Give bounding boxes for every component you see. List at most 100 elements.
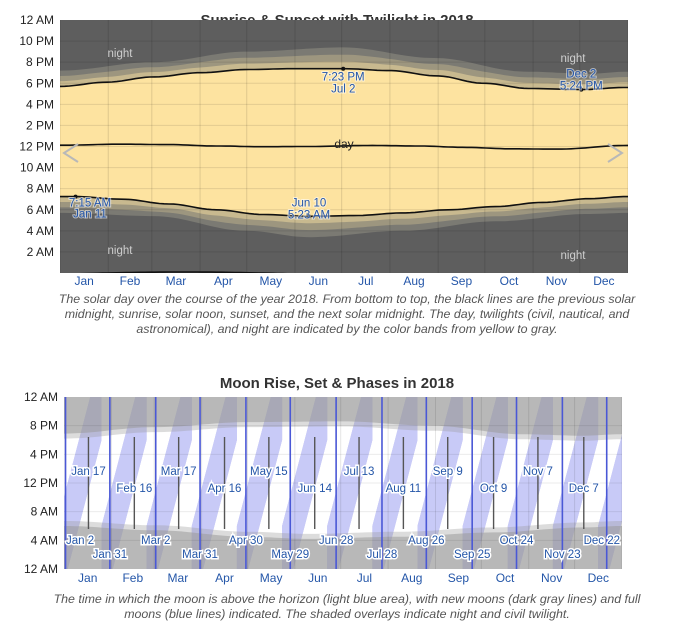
sun-y-tick-label: 2 AM [27, 245, 54, 259]
full-moon-label: Mar 31 [182, 549, 218, 561]
moon-up-band [0, 354, 11, 612]
moon-up-band [598, 434, 622, 569]
moon-y-tick-label: 12 AM [24, 390, 58, 404]
moon-up-band [236, 397, 283, 569]
moon-y-tick-label: 4 PM [30, 447, 58, 461]
moon-x-tick-label: Feb [122, 571, 143, 585]
moon-y-tick-label: 8 AM [31, 505, 58, 519]
new-moon-label: Apr 16 [208, 483, 242, 495]
annotation-point [341, 66, 346, 71]
new-moon-label: Jul 13 [344, 466, 375, 478]
sun-x-tick-label: Jul [358, 274, 373, 288]
moon-up-band [236, 397, 283, 569]
full-moon-label: Jan 31 [93, 549, 128, 561]
moon-up-band [462, 397, 508, 569]
annotation-label: 7:23 PM [322, 72, 365, 84]
moon-up-band [101, 397, 147, 569]
sunrise-line [60, 195, 628, 218]
new-moon-label: Sep 9 [433, 466, 463, 478]
moon-up-band [146, 397, 192, 569]
moon-up-band [191, 397, 237, 569]
moon-x-tick-label: Dec [588, 571, 609, 585]
moon-x-tick-label: Aug [401, 571, 422, 585]
moon-up-band [507, 397, 553, 569]
moon-up-band [64, 397, 102, 569]
sun-x-tick-label: Feb [120, 274, 141, 288]
sun-y-tick-label: 10 AM [20, 161, 54, 175]
new-moon-label: Aug 11 [386, 483, 422, 495]
moon-y-tick-label: 4 AM [31, 533, 58, 547]
moon-up-band [643, 354, 674, 612]
full-moon-label: Mar 2 [141, 535, 170, 547]
sun-x-tick-label: Dec [593, 274, 614, 288]
moon-up-band [282, 397, 328, 569]
annotation-label: Dec 2 [566, 69, 596, 81]
moon-up-band [462, 397, 508, 569]
moon-up-band [552, 397, 599, 569]
moon-up-band [11, 354, 56, 612]
sun-x-tick-label: Apr [214, 274, 233, 288]
moon-x-tick-label: Apr [215, 571, 234, 585]
sun-x-tick-label: Mar [166, 274, 187, 288]
moon-up-band [327, 397, 373, 569]
annotation-point [579, 87, 584, 92]
moon-chart-caption: The time in which the moon is above the … [53, 592, 641, 621]
moon-up-band [146, 397, 192, 569]
next-solar-midnight-line [60, 13, 628, 19]
new-moon-label: Mar 17 [161, 466, 197, 478]
sun-y-tick-label: 6 AM [27, 203, 54, 217]
moon-x-tick-label: Jun [308, 571, 327, 585]
sun-y-tick-label: 6 PM [26, 76, 54, 90]
full-moon-label: Nov 23 [544, 549, 580, 561]
annotation-label: Jul 2 [331, 84, 355, 96]
moon-up-band [101, 397, 147, 569]
full-moon-label: Jun 28 [319, 535, 354, 547]
moon-up-band [101, 397, 147, 569]
new-moon-label: Oct 9 [480, 483, 507, 495]
civil-twilight-evening-overlay [64, 397, 622, 441]
sun-x-tick-label: Oct [500, 274, 519, 288]
moon-chart-title: Moon Rise, Set & Phases in 2018 [219, 375, 455, 392]
moon-up-band [146, 397, 192, 569]
moon-up-band [507, 397, 553, 569]
moon-x-tick-label: Sep [448, 571, 470, 585]
moon-x-tick-label: Jan [78, 571, 97, 585]
sun-chart: 12 AM 10 PM 8 PM 6 PM 4 PM 2 PM 12 PM 10 AM 8 AM… [19, 13, 628, 288]
moon-x-tick-label: Jul [357, 571, 372, 585]
moon-up-band [552, 397, 599, 569]
full-moon-label: May 29 [271, 549, 309, 561]
previous-solar-midnight-line [78, 271, 288, 273]
annotation-point [73, 194, 78, 199]
moon-up-band [462, 397, 508, 569]
chevron-right-icon [607, 143, 624, 163]
night-label: night [561, 53, 587, 65]
sun-y-tick-label: 4 AM [27, 224, 54, 238]
moon-up-band [236, 397, 283, 569]
moon-up-band [191, 397, 237, 569]
moon-background [64, 397, 622, 569]
moon-up-band [372, 397, 418, 569]
sun-y-tick-label: 8 PM [26, 55, 54, 69]
sun-y-tick-label: 12 PM [19, 140, 54, 154]
moon-up-band [191, 397, 237, 569]
moon-up-band [598, 434, 622, 569]
moon-up-band [282, 397, 328, 569]
annotation-label: Jan 11 [73, 209, 107, 221]
night-morning-overlay [64, 526, 622, 569]
sun-x-tick-label: Jun [309, 274, 328, 288]
moon-y-tick-label: 8 PM [30, 419, 58, 433]
new-moon-label: May 15 [250, 466, 288, 478]
sun-y-tick-label: 10 PM [19, 34, 54, 48]
solar-noon-line [60, 143, 628, 150]
moon-up-band [643, 354, 674, 612]
sun-y-tick-label: 12 AM [20, 13, 54, 27]
annotation-point [306, 214, 311, 219]
moon-up-band [327, 397, 373, 569]
new-moon-label: Jun 14 [297, 483, 332, 495]
annotation-label: 5:23 AM [288, 209, 330, 221]
moon-up-band [598, 434, 622, 569]
sun-y-tick-label: 4 PM [26, 97, 54, 111]
night-label: night [108, 48, 134, 60]
moon-up-band [417, 397, 463, 569]
full-moon-label: Oct 24 [500, 535, 534, 547]
